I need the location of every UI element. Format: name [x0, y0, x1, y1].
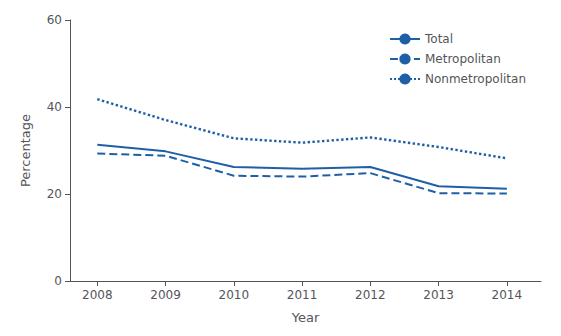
svg-text:2012: 2012: [355, 288, 386, 302]
svg-text:2014: 2014: [492, 288, 523, 302]
svg-text:40: 40: [47, 100, 62, 114]
svg-text:Total: Total: [424, 32, 453, 46]
svg-text:2011: 2011: [287, 288, 318, 302]
svg-text:Percentage: Percentage: [18, 114, 33, 187]
svg-text:20: 20: [47, 187, 62, 201]
svg-text:2008: 2008: [82, 288, 113, 302]
svg-text:0: 0: [54, 274, 62, 288]
svg-text:Nonmetropolitan: Nonmetropolitan: [425, 72, 526, 86]
svg-text:2009: 2009: [150, 288, 181, 302]
svg-text:2013: 2013: [423, 288, 454, 302]
svg-text:Year: Year: [291, 310, 320, 325]
svg-text:Metropolitan: Metropolitan: [425, 52, 501, 66]
svg-text:2010: 2010: [219, 288, 250, 302]
svg-text:60: 60: [47, 13, 62, 27]
